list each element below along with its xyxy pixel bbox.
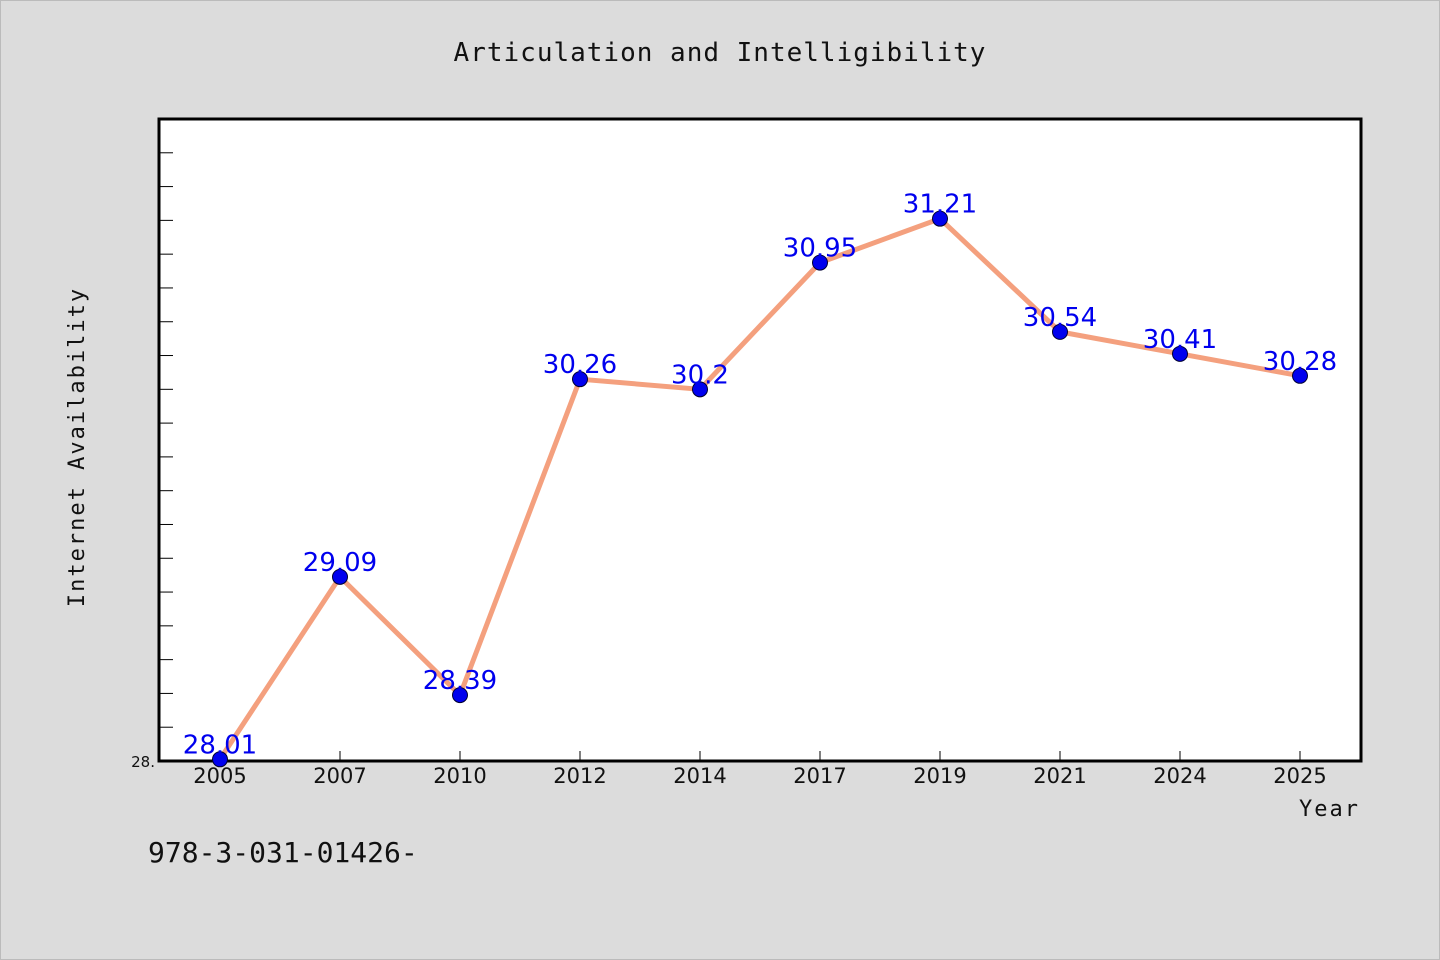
data-label: 28.01: [183, 730, 257, 760]
data-label: 31.21: [903, 190, 977, 220]
data-label: 30.95: [783, 234, 857, 264]
data-point-marker: [1052, 323, 1068, 340]
data-point-marker: [452, 687, 468, 704]
data-label: 30.28: [1263, 347, 1337, 377]
data-point-marker: [1292, 367, 1308, 384]
data-point-marker: [212, 751, 228, 768]
data-point-marker: [812, 254, 828, 271]
x-tick-label: 2019: [913, 764, 966, 788]
series-line-group: [217, 216, 1303, 762]
data-point-marker: [692, 381, 708, 398]
y-axis-ticks: 28.: [131, 152, 173, 771]
footer-isbn-text: 978-3-031-01426-: [148, 836, 418, 869]
x-axis-label: Year: [1299, 797, 1360, 822]
data-point-marker: [1172, 345, 1188, 362]
x-tick-label: 2010: [433, 764, 486, 788]
x-tick-label: 2014: [673, 764, 726, 788]
data-label: 28.39: [423, 666, 497, 696]
data-labels-group: 28.01 29.09 28.39 30.26 30.2 30.95 31.21 30.54 3…: [183, 190, 1337, 761]
data-label: 30.26: [543, 350, 617, 380]
data-label: 29.09: [303, 548, 377, 578]
x-tick-label: 2007: [313, 764, 366, 788]
x-tick-label: 2025: [1273, 764, 1326, 788]
x-tick-label: 2024: [1153, 764, 1206, 788]
x-tick-label: 2012: [553, 764, 606, 788]
data-label: 30.2: [671, 360, 729, 390]
markers-group: [212, 210, 1308, 768]
x-tick-label: 2021: [1033, 764, 1086, 788]
x-tick-label: 2017: [793, 764, 846, 788]
plot-area: [157, 117, 1363, 763]
y-tick-label: 28.: [131, 753, 155, 771]
data-label: 30.54: [1023, 303, 1097, 333]
x-axis-ticks: 2005 2007 2010 2012 2014 2017 2019 2021 2024 2025: [193, 751, 1327, 788]
series-line: [217, 216, 1303, 762]
x-tick-label: 2005: [193, 764, 246, 788]
y-axis-label: Internet Availability: [65, 287, 90, 607]
chart-title: Articulation and Intelligibility: [454, 38, 987, 68]
data-label: 30.41: [1143, 325, 1217, 355]
data-point-marker: [932, 210, 948, 227]
data-point-marker: [332, 568, 348, 585]
data-point-marker: [572, 371, 588, 388]
